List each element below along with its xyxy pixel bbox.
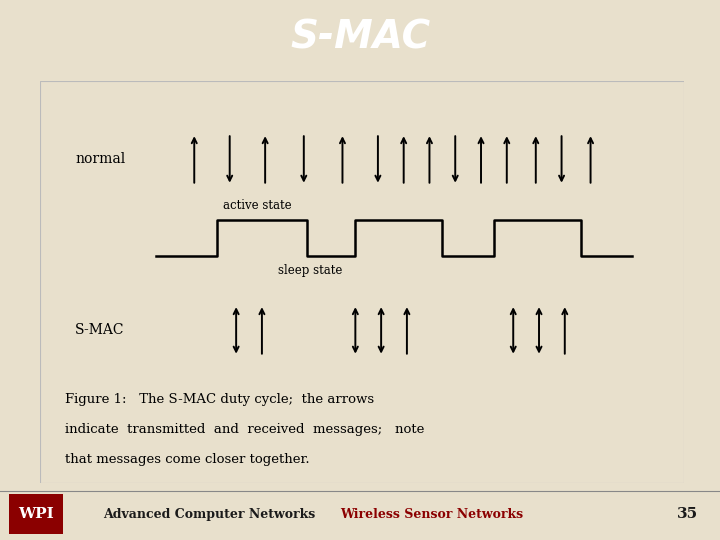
Text: Wireless Sensor Networks: Wireless Sensor Networks xyxy=(341,508,523,521)
Text: S-MAC: S-MAC xyxy=(290,18,430,57)
Text: normal: normal xyxy=(75,152,125,166)
FancyBboxPatch shape xyxy=(9,495,63,534)
Text: 35: 35 xyxy=(677,507,698,521)
Text: indicate  transmitted  and  received  messages;   note: indicate transmitted and received messag… xyxy=(66,423,425,436)
Text: WPI: WPI xyxy=(18,507,53,521)
Text: sleep state: sleep state xyxy=(278,264,343,277)
Text: Figure 1:   The S-MAC duty cycle;  the arrows: Figure 1: The S-MAC duty cycle; the arro… xyxy=(66,393,374,406)
Text: S-MAC: S-MAC xyxy=(75,323,125,338)
Text: Advanced Computer Networks: Advanced Computer Networks xyxy=(103,508,315,521)
Text: that messages come closer together.: that messages come closer together. xyxy=(66,453,310,466)
Text: active state: active state xyxy=(223,199,292,212)
